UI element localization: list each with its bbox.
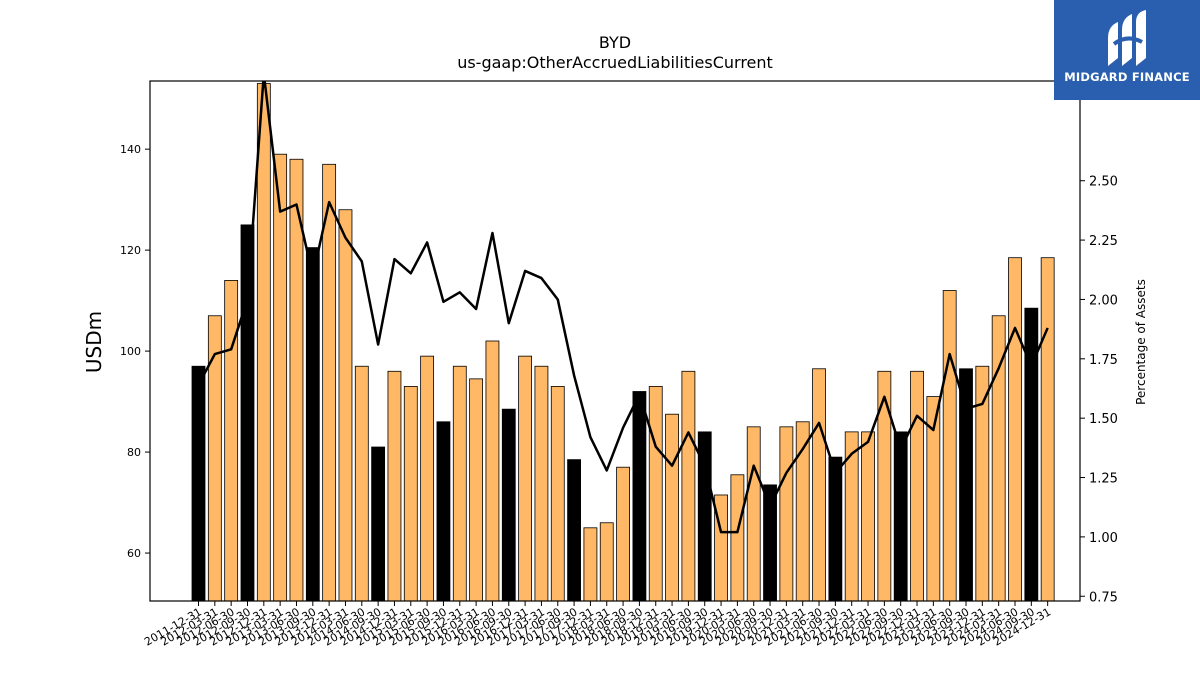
bar (844, 431, 859, 601)
bar (207, 315, 222, 601)
y2-tick-label: 2.50 (1089, 175, 1118, 190)
y2-tick-label: 1.25 (1089, 472, 1118, 487)
y-tick-label: 100 (120, 345, 141, 358)
bar (746, 426, 761, 601)
chart-title: BYD (599, 33, 631, 52)
bar (191, 365, 206, 601)
bar (501, 408, 516, 601)
y-tick-label: 60 (127, 547, 141, 560)
y-tick-label: 80 (127, 446, 141, 459)
y2-tick-label: 1.50 (1089, 412, 1118, 427)
bar (959, 368, 973, 601)
y-axis-label: USDm (82, 311, 106, 373)
bar (322, 163, 337, 601)
bar (991, 315, 1006, 601)
y-tick-label: 120 (120, 244, 141, 257)
y2-tick-label: 1.75 (1089, 353, 1118, 368)
bar (828, 456, 843, 601)
bar (469, 378, 484, 601)
bar (648, 386, 663, 601)
bar (305, 247, 320, 601)
bar (224, 280, 239, 601)
bar (910, 370, 924, 601)
bar (926, 396, 941, 601)
bar (387, 370, 402, 601)
bar (877, 370, 892, 601)
bar (665, 413, 679, 601)
bar (1008, 257, 1022, 601)
bar (354, 365, 369, 601)
bar (632, 391, 647, 601)
bar (583, 527, 598, 601)
bar (812, 368, 826, 601)
bar (763, 484, 777, 601)
bar (420, 355, 435, 601)
bar (403, 386, 418, 601)
bar (1040, 257, 1055, 601)
bar (256, 83, 271, 601)
bar (338, 209, 353, 601)
bar (289, 158, 304, 601)
bar (240, 224, 255, 601)
y2-tick-label: 1.00 (1089, 531, 1118, 546)
bar (779, 426, 794, 601)
chart-subtitle: us-gaap:OtherAccruedLiabilitiesCurrent (457, 53, 773, 72)
bar (599, 522, 614, 601)
midgard-logo-icon (1108, 10, 1146, 66)
bar (795, 421, 810, 601)
bars (191, 83, 1055, 601)
bar (485, 340, 500, 601)
midgard-finance-logo: MIDGARD FINANCE (1054, 0, 1200, 100)
y2-tick-label: 2.25 (1089, 234, 1118, 249)
bar (273, 153, 288, 601)
logo-text: MIDGARD FINANCE (1064, 70, 1190, 84)
bar (861, 431, 875, 601)
bar (942, 290, 957, 601)
plot-frame (149, 80, 1081, 602)
bar (550, 386, 565, 601)
y2-tick-label: 0.75 (1089, 590, 1118, 605)
bar (518, 355, 532, 601)
bar (893, 431, 908, 601)
bar (436, 421, 451, 601)
bar (1024, 307, 1039, 601)
bar (730, 474, 745, 601)
y2-axis-label: Percentage of Assets (1134, 279, 1148, 405)
percentage-line (197, 81, 1049, 534)
y-tick-label: 140 (120, 143, 141, 156)
bar (452, 365, 467, 601)
bar (567, 459, 581, 601)
bar (534, 365, 549, 601)
bar (681, 370, 696, 601)
bar (616, 466, 630, 601)
bar (371, 446, 386, 601)
y2-tick-label: 2.00 (1089, 293, 1118, 308)
